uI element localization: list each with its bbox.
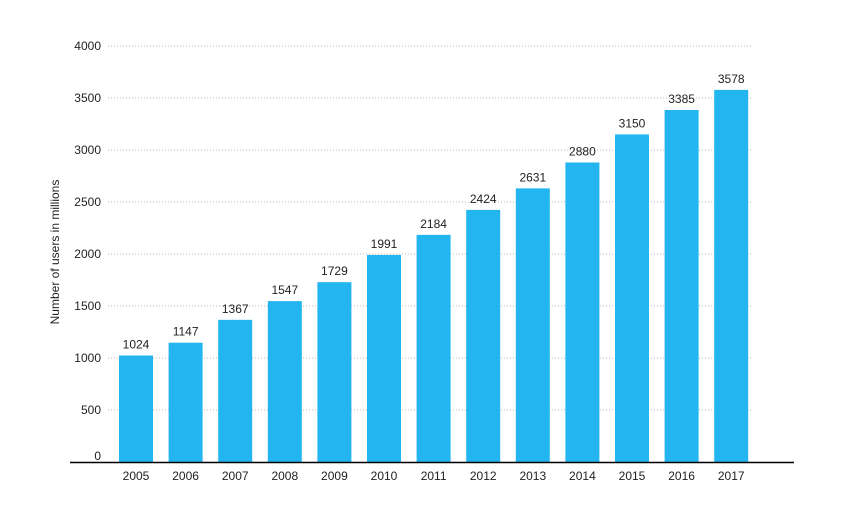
data-label-2015: 3150 (619, 116, 646, 130)
x-tick-label-2006: 2006 (172, 469, 199, 483)
y-tick-label: 2000 (74, 247, 101, 261)
y-tick-label: 3000 (74, 143, 101, 157)
y-tick-label: 1500 (74, 299, 101, 313)
y-tick-label: 4000 (74, 39, 101, 53)
data-label-2007: 1367 (222, 302, 249, 316)
y-tick-label: 1000 (74, 351, 101, 365)
bar-2011 (416, 234, 451, 462)
bar-2016 (664, 109, 699, 463)
data-label-2008: 1547 (271, 283, 298, 297)
data-label-2006: 1147 (173, 325, 199, 339)
y-axis-title: Number of users in millions (48, 180, 62, 325)
data-label-2009: 1729 (321, 264, 348, 278)
x-tick-label-2014: 2014 (569, 469, 596, 483)
x-tick-label-2010: 2010 (371, 469, 398, 483)
y-axis-ticks: 0 500 1000 1500 2000 2500 3000 3500 4000 (74, 39, 101, 463)
data-label-2014: 2880 (569, 144, 596, 158)
y-tick-label: 0 (94, 449, 101, 463)
bar-2008 (267, 301, 302, 462)
data-labels: 1024 1147 1367 1547 1729 1991 2184 2424 2631 2880… (123, 72, 745, 352)
x-tick-label-2016: 2016 (668, 469, 695, 483)
y-tick-label: 2500 (74, 195, 101, 209)
bar-2013 (515, 188, 550, 462)
data-label-2011: 2184 (420, 217, 447, 231)
y-tick-label: 500 (81, 403, 101, 417)
x-tick-label-2009: 2009 (321, 469, 348, 483)
bar-2009 (317, 282, 352, 462)
bar-2007 (218, 319, 253, 462)
bar-2005 (119, 355, 153, 462)
y-tick-label: 3500 (74, 91, 101, 105)
bar-2010 (367, 254, 401, 462)
data-label-2013: 2631 (519, 170, 546, 184)
bar-2014 (565, 162, 600, 463)
bars (119, 89, 749, 463)
data-label-2016: 3385 (668, 92, 695, 106)
data-label-2010: 1991 (371, 237, 398, 251)
bar-2017 (714, 89, 749, 462)
x-tick-label-2011: 2011 (421, 469, 447, 483)
data-label-2012: 2424 (470, 192, 497, 206)
data-label-2017: 3578 (718, 72, 745, 86)
x-tick-label-2012: 2012 (470, 469, 497, 483)
x-tick-label-2008: 2008 (271, 469, 298, 483)
x-tick-label-2013: 2013 (519, 469, 546, 483)
x-axis-ticks: 2005 2006 2007 2008 2009 2010 2011 2012 2013 2014… (123, 469, 745, 483)
x-tick-label-2005: 2005 (123, 469, 150, 483)
bar-2012 (466, 209, 501, 462)
x-tick-label-2015: 2015 (619, 469, 646, 483)
data-label-2005: 1024 (123, 338, 150, 352)
x-tick-label-2017: 2017 (718, 469, 745, 483)
x-tick-label-2007: 2007 (222, 469, 249, 483)
bar-2015 (615, 134, 649, 462)
bar-2006 (168, 342, 203, 462)
